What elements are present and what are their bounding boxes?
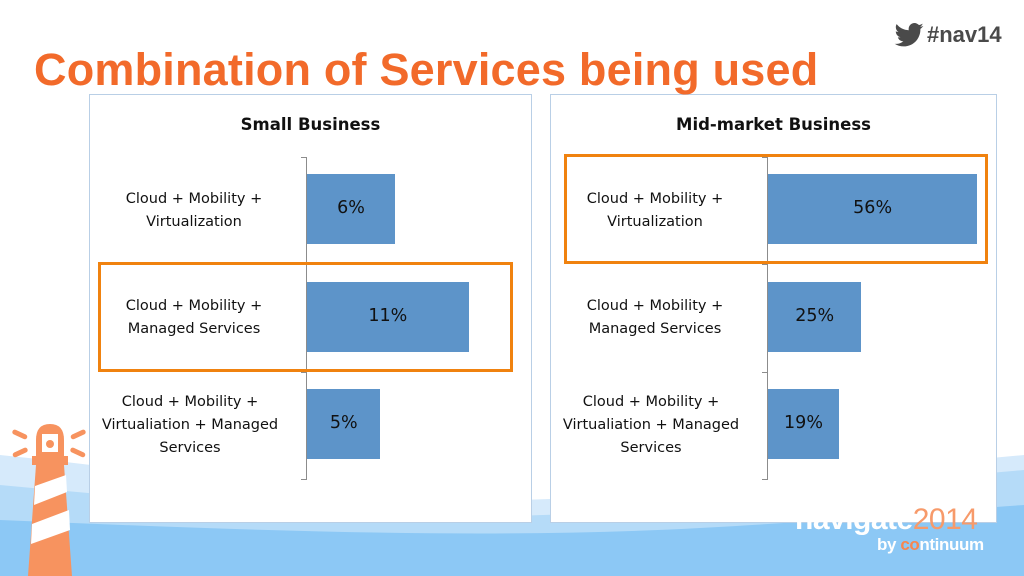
hashtag: #nav14 [894,22,1002,48]
axis-tick [762,479,767,480]
bar [307,174,396,244]
category-label: Cloud + Mobility + Virtualiation + Manag… [101,394,279,456]
brand-company-accent: co [900,535,920,554]
chart-title: Mid-market Business [676,115,871,134]
slide-title: Combination of Services being used [34,44,819,95]
axis-tick [762,372,767,373]
data-label: 11% [368,306,408,326]
data-label: 25% [795,306,835,326]
chart-small-business: Small Business Cloud + Mobility + Virtua… [89,94,532,523]
navigate-2014-logo: navigate2014 by continuum [795,503,984,555]
brand-by: by [877,535,901,554]
wave-dark [0,505,1024,576]
category-label: Cloud + Mobility + Virtualiation + Manag… [562,394,740,456]
axis-tick [762,157,767,158]
category-label: Cloud + Mobility + Virtualization [586,191,724,230]
brand-company-rest: ntinuum [919,535,984,554]
axis-tick [301,264,306,265]
category-label: Cloud + Mobility + Managed Services [586,298,724,337]
data-label: 6% [337,198,365,218]
hashtag-text: #nav14 [927,22,1002,47]
bar [768,174,978,244]
chart-title: Small Business [240,115,381,134]
bar [768,389,839,459]
brand-by-continuum: by continuum [877,535,984,555]
axis-tick [301,372,306,373]
lighthouse-icon [12,424,86,576]
bar [307,282,469,352]
category-label: Cloud + Mobility + Managed Services [125,298,263,337]
axis-tick [301,157,306,158]
chart-mid-market-business: Mid-market Business Cloud + Mobility + V… [550,94,997,523]
data-label: 56% [853,198,893,218]
category-axis [306,157,307,480]
brand-navigate: navigate [795,503,913,536]
axis-tick [301,479,306,480]
brand-year: 2014 [912,503,978,536]
bar [768,282,862,352]
axis-tick [762,264,767,265]
category-label: Cloud + Mobility + Virtualization [125,191,263,230]
twitter-bird-icon [894,23,924,47]
category-axis [767,157,768,480]
data-label: 5% [329,413,358,433]
brand-name: navigate2014 [795,503,978,536]
data-label: 19% [784,413,823,433]
bar [307,389,381,459]
